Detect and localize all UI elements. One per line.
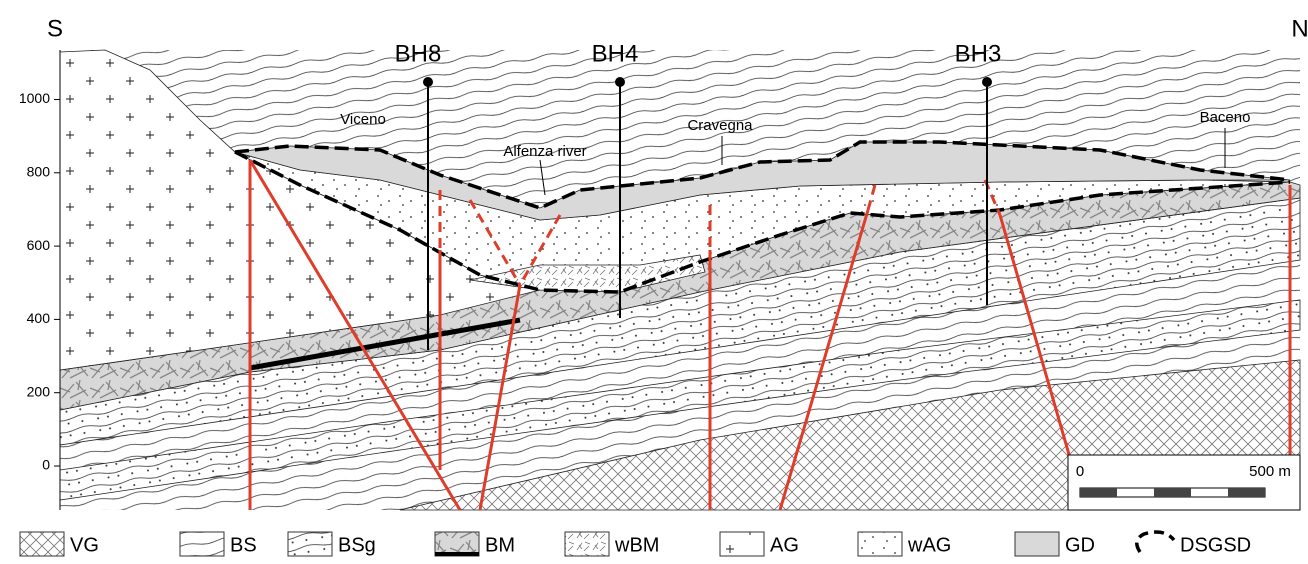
legend-swatch xyxy=(1137,532,1174,552)
scale-label: 500 m xyxy=(1249,463,1291,480)
geology xyxy=(60,50,1300,510)
tick-label: 400 xyxy=(27,310,51,326)
tick-label: 1000 xyxy=(19,90,50,106)
legend-swatch xyxy=(1015,532,1059,556)
legend-label: BM xyxy=(485,534,515,556)
legend-swatch xyxy=(858,532,902,556)
legend-label: BS xyxy=(230,534,257,556)
legend-label: VG xyxy=(70,534,99,556)
borehole-label: BH4 xyxy=(592,40,639,67)
legend: VG BS BSg BM wBM AG wAG GD DSGSD xyxy=(20,532,1251,556)
legend-label: wBM xyxy=(614,534,659,556)
legend-label: DSGSD xyxy=(1180,534,1251,556)
legend-swatch xyxy=(180,532,224,556)
legend-label: wAG xyxy=(907,534,951,556)
legend-label: BSg xyxy=(338,534,376,556)
legend-swatch xyxy=(565,532,609,556)
place-label: Alfenza river xyxy=(503,143,586,160)
legend-label: GD xyxy=(1065,534,1095,556)
legend-label: AG xyxy=(770,534,799,556)
orientation-label: N xyxy=(1291,15,1308,42)
orientation-label: S xyxy=(47,15,63,42)
place-label: Baceno xyxy=(1200,109,1251,126)
tick-label: 800 xyxy=(27,163,51,179)
legend-swatch xyxy=(288,532,332,556)
place-label: Cravegna xyxy=(687,117,753,134)
tick-label: 200 xyxy=(27,383,51,399)
place-label: Viceno xyxy=(340,111,386,128)
cross-section: BH8 BH4 BH3 S N Viceno Alfenza river Cra… xyxy=(0,0,1308,559)
legend-swatch xyxy=(20,532,64,556)
legend-swatch xyxy=(720,532,764,556)
tick-label: 600 xyxy=(27,237,51,253)
borehole-label: BH8 xyxy=(395,40,442,67)
tick-label: 0 xyxy=(42,457,50,473)
borehole-label: BH3 xyxy=(955,40,1002,67)
scale-bar: 0 500 m xyxy=(1068,455,1300,510)
scale-label: 0 xyxy=(1076,463,1084,480)
legend-swatch-base xyxy=(435,552,479,556)
